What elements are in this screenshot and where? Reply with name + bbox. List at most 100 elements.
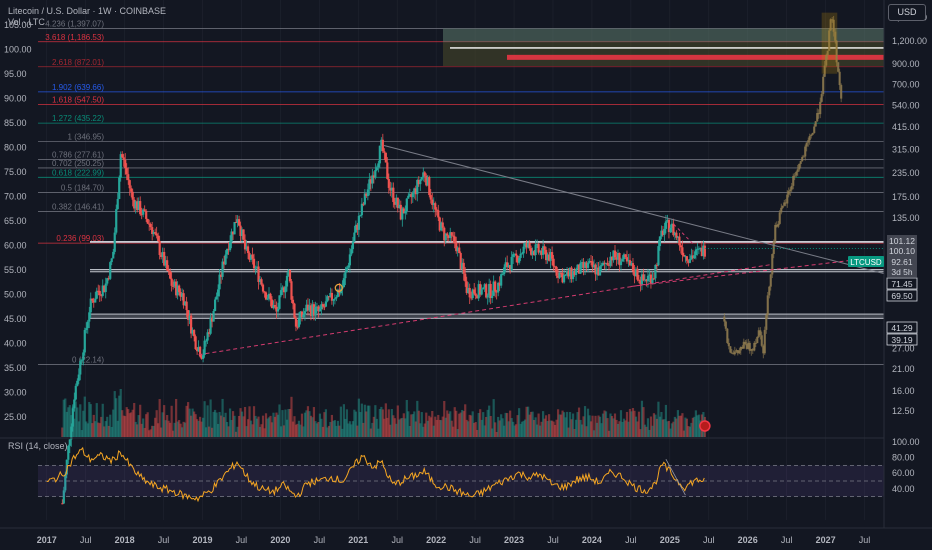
candle-body [100, 295, 103, 297]
candle-body [579, 262, 582, 274]
volume-bar [184, 422, 187, 437]
volume-bar [464, 404, 467, 437]
candle-body [127, 174, 130, 181]
price-badge [886, 277, 918, 290]
time-label: 2018 [115, 535, 135, 545]
volume-bar [392, 415, 395, 437]
candle-body [181, 293, 184, 297]
volume-bar [459, 412, 462, 437]
candle-body [509, 265, 512, 271]
projection-body [805, 142, 808, 147]
time-label: Jul [314, 535, 326, 545]
candle-body [585, 262, 588, 268]
volume-bar [348, 421, 351, 437]
volume-bar [682, 430, 685, 437]
volume-bar [630, 411, 633, 437]
volume-bar [155, 410, 158, 437]
volume-bar [536, 424, 539, 437]
candle-body [685, 256, 688, 261]
volume-bar [315, 423, 319, 437]
currency-button[interactable]: USD [888, 4, 926, 21]
volume-bar [530, 411, 533, 437]
projection-body [786, 194, 789, 204]
volume-bar [164, 420, 167, 437]
volume-bar [335, 425, 338, 437]
volume-bar [533, 420, 536, 437]
volume-bar [181, 427, 184, 437]
left-axis-tick: 100.00 [4, 45, 32, 55]
candle-body [125, 168, 128, 175]
time-label: 2023 [504, 535, 524, 545]
volume-bar [504, 412, 507, 437]
candle-body [633, 271, 636, 277]
candle-body [145, 210, 148, 219]
candle-body [270, 299, 274, 309]
projection-body [741, 346, 744, 349]
candle-body [634, 268, 638, 277]
left-axis-tick: 80.00 [4, 143, 27, 153]
volume-bar [393, 418, 396, 437]
volume-bar [327, 425, 331, 437]
candle-body [61, 503, 64, 505]
price-badge-text: 101.12 [889, 236, 915, 246]
volume-bar [685, 418, 688, 437]
candle-body [425, 175, 428, 186]
volume-bar [300, 413, 304, 437]
candle-body [164, 260, 167, 266]
candle-body [550, 252, 554, 259]
candle-body [658, 236, 662, 247]
volume-bar [321, 426, 325, 437]
volume-bar [179, 423, 182, 437]
candle-body [534, 244, 537, 256]
candle-body [447, 235, 450, 238]
volume-bar [360, 403, 363, 437]
volume-bar [281, 410, 284, 437]
volume-bar [691, 417, 694, 437]
volume-bar [588, 415, 591, 437]
candle-body [77, 374, 80, 381]
candle-body [357, 215, 360, 230]
volume-bar [416, 400, 419, 437]
volume-bar [666, 421, 669, 437]
volume-bar [429, 417, 432, 437]
volume-bar [80, 430, 83, 437]
volume-bar [258, 426, 262, 437]
time-label: 2022 [426, 535, 446, 545]
volume-bar [544, 415, 548, 437]
candle-body [480, 289, 483, 295]
volume-bar [696, 415, 699, 437]
volume-bar [537, 413, 540, 437]
candle-body [350, 249, 353, 255]
candle-body [531, 251, 534, 255]
volume-bar [130, 412, 133, 437]
volume-bar [527, 406, 530, 437]
volume-bar [62, 399, 65, 437]
projection-body [733, 351, 736, 355]
candle-body [672, 223, 675, 236]
candle-body [236, 219, 239, 223]
volume-bar [583, 406, 587, 437]
trend-lines [198, 145, 885, 432]
volume-bar [477, 413, 480, 437]
candle-body [360, 203, 363, 216]
projection-body [835, 40, 838, 63]
volume-bar [297, 420, 301, 437]
volume-bar [476, 429, 479, 437]
candle-body [628, 260, 632, 266]
candle-body [326, 296, 329, 302]
volume-bar [61, 427, 64, 437]
candle-body [580, 262, 584, 264]
left-axis-tick: 45.00 [4, 314, 27, 324]
candle-body [254, 267, 257, 269]
volume-bar [82, 410, 85, 437]
candle-body [601, 262, 605, 266]
volume-bar [419, 423, 422, 437]
time-label: Jul [859, 535, 871, 545]
volume-bar [437, 414, 440, 437]
projection-body [760, 335, 763, 346]
candle-body [604, 263, 608, 265]
volume-bar [282, 425, 286, 437]
candle-body [398, 204, 401, 209]
time-label: 2024 [582, 535, 602, 545]
